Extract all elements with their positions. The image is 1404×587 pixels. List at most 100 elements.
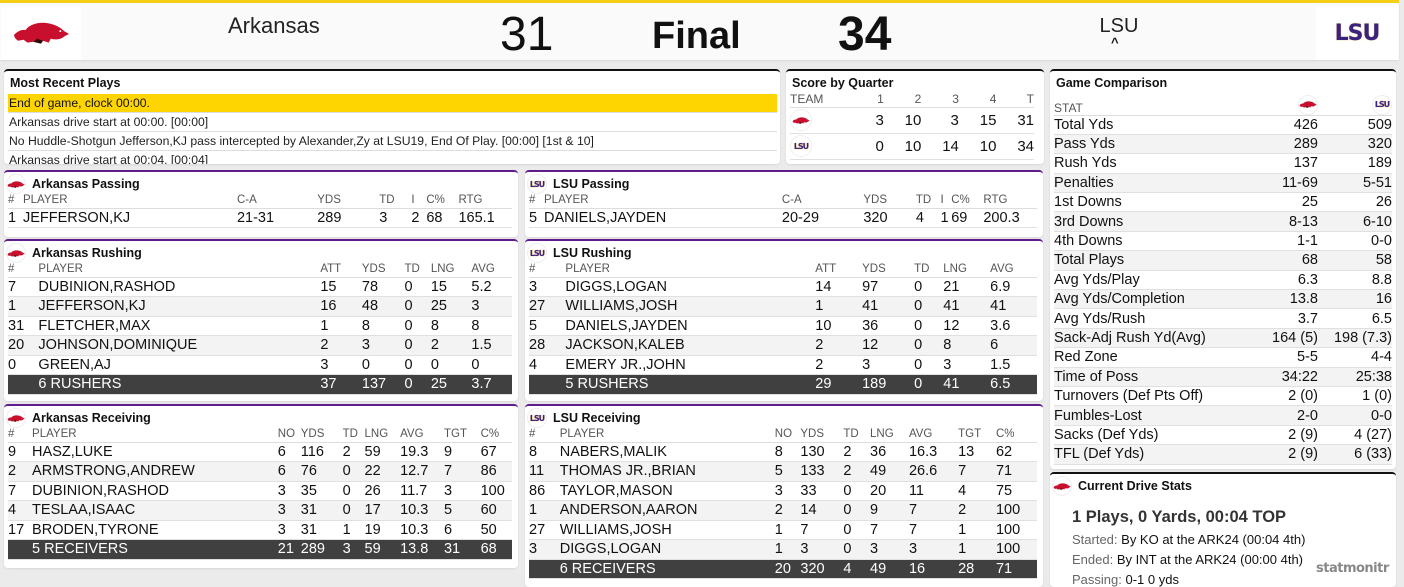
- stat-cell: 0: [914, 316, 944, 336]
- col-header: TGT: [958, 426, 996, 443]
- stat-cell: 9: [8, 442, 33, 462]
- lsu-value: 4 (27): [1318, 425, 1392, 446]
- stats-table: # PLAYER ATT YDS TD LNG AVG 7 DUBINION,RASHOD 15 7…: [8, 261, 512, 395]
- col-header: YDS: [863, 192, 916, 209]
- stat-cell: 69: [951, 208, 984, 228]
- quarter-score: 10: [883, 107, 922, 134]
- lsu-value: 6.5: [1318, 308, 1392, 329]
- col-header: ATT: [320, 261, 362, 278]
- away-team-score: 31: [500, 8, 554, 61]
- stat-cell: 0: [404, 277, 431, 297]
- comparison-row: Pass Yds 289 320: [1054, 134, 1392, 155]
- razorback-icon: [6, 408, 26, 428]
- arkansas-value: 6.3: [1228, 270, 1318, 291]
- stat-cell: GREEN,AJ: [38, 355, 321, 375]
- stat-cell: 116: [300, 442, 343, 462]
- stat-cell: 68: [426, 208, 459, 228]
- panel-title: LSU Passing: [553, 177, 630, 191]
- col-header: YDS: [800, 426, 844, 443]
- total-cell: 16: [908, 559, 959, 579]
- col-header: #: [8, 426, 33, 443]
- panel-title: Current Drive Stats: [1078, 479, 1192, 493]
- table-row: 5 DANIELS,JAYDEN 10 36 0 12 3.6: [529, 316, 1037, 336]
- lsu-value: 25:38: [1318, 367, 1392, 387]
- stat-cell: 20: [870, 481, 909, 501]
- stat-cell: 1: [8, 208, 23, 228]
- table-row: 1 ANDERSON,AARON 2 14 0 9 7 2 100: [529, 500, 1037, 521]
- arkansas-value: 2 (9): [1228, 444, 1318, 465]
- col-header: YDS: [317, 192, 380, 209]
- col-header: YDS: [862, 261, 915, 278]
- stat-cell: 1: [774, 520, 801, 540]
- stat-cell: 5: [529, 316, 566, 336]
- col-header: #: [529, 261, 566, 278]
- stat-cell: 2: [430, 335, 472, 356]
- stat-cell: DUBINION,RASHOD: [32, 481, 278, 501]
- col-header: LNG: [870, 426, 909, 443]
- stat-cell: 200.3: [983, 208, 1037, 228]
- lsu-value: 198 (7.3): [1318, 328, 1392, 349]
- col-header: TD: [915, 192, 941, 209]
- total-cell: 6 RUSHERS: [38, 374, 321, 395]
- table-row: 2 ARMSTRONG,ANDREW 6 76 0 22 12.7 7 86: [8, 461, 512, 482]
- stat-cell: 1: [774, 539, 801, 560]
- stat-cell: 6: [990, 335, 1037, 356]
- stat-cell: 9: [870, 500, 909, 521]
- stat-cell: 7: [8, 481, 33, 501]
- arkansas-value: 164 (5): [1228, 328, 1318, 349]
- col-header: TD: [914, 261, 944, 278]
- table-row: 28 JACKSON,KALEB 2 12 0 8 6: [529, 335, 1037, 356]
- stat-label: Avg Yds/Completion: [1054, 289, 1228, 310]
- stat-cell: 78: [361, 277, 405, 297]
- stat-label: 1st Downs: [1054, 192, 1228, 213]
- col-header: RTG: [458, 192, 512, 209]
- col-header: #: [529, 192, 544, 209]
- table-row: 1 JEFFERSON,KJ 16 48 0 25 3: [8, 296, 512, 317]
- stat-cell: 20-29: [781, 208, 864, 228]
- stat-cell: 9: [443, 442, 481, 462]
- stat-cell: 11: [908, 481, 959, 501]
- col-header: PLAYER: [32, 426, 278, 443]
- col-header: AVG: [471, 261, 512, 278]
- arkansas-value: 68: [1228, 250, 1318, 271]
- total-cell: 137: [361, 374, 405, 395]
- stat-cell: 1: [815, 296, 863, 317]
- total-cell: 59: [364, 539, 401, 560]
- stat-cell: DUBINION,RASHOD: [38, 277, 321, 297]
- stat-label: TFL (Def Yds): [1054, 444, 1228, 465]
- stat-cell: 86: [529, 481, 560, 501]
- total-cell: 49: [870, 559, 909, 579]
- stat-cell: EMERY JR.,JOHN: [565, 355, 816, 375]
- stat-cell: 21: [943, 277, 991, 297]
- table-row: 4 TESLAA,ISAAC 3 31 0 17 10.3 5 60: [8, 500, 512, 521]
- col-header-stat: STAT: [1054, 91, 1228, 116]
- stat-cell: DIGGS,LOGAN: [565, 277, 816, 297]
- stat-cell: 7: [443, 461, 481, 482]
- stat-cell: 8: [361, 316, 405, 336]
- stat-cell: 4: [8, 500, 33, 521]
- stat-cell: 41: [862, 296, 915, 317]
- lsu-value: 0-0: [1318, 231, 1392, 252]
- table-row: 3 DIGGS,LOGAN 14 97 0 21 6.9: [529, 277, 1037, 297]
- table-row: 7 DUBINION,RASHOD 3 35 0 26 11.7 3 100: [8, 481, 512, 501]
- stat-cell: 165.1: [458, 208, 512, 228]
- stat-cell: 0: [342, 461, 365, 482]
- quarter-score: 14: [921, 133, 959, 160]
- comparison-row: Turnovers (Def Pts Off) 2 (0) 1 (0): [1054, 386, 1392, 407]
- arkansas-value: 2 (9): [1228, 425, 1318, 446]
- stat-cell: DANIELS,JAYDEN: [565, 316, 816, 336]
- stat-cell: 6: [277, 461, 301, 482]
- col-header: #: [8, 261, 39, 278]
- lsu-receiving-panel: LSU LSU Receiving # PLAYER NO YDS TD LNG AVG TGT C…: [525, 404, 1043, 587]
- stat-cell: ANDERSON,AARON: [559, 500, 775, 521]
- stat-cell: 17: [8, 520, 33, 540]
- most-recent-plays-panel: Most Recent Plays End of game, clock 00:…: [4, 69, 780, 164]
- table-row: 27 WILLIAMS,JOSH 1 41 0 41 41: [529, 296, 1037, 317]
- razorback-icon: [12, 19, 70, 47]
- arkansas-value: 34:22: [1228, 367, 1318, 387]
- stat-cell: 1: [529, 500, 560, 521]
- stat-label: Pass Yds: [1054, 134, 1228, 155]
- lsu-icon: LSU: [1372, 94, 1392, 115]
- lsu-value: 26: [1318, 192, 1392, 213]
- stat-cell: 86: [480, 461, 512, 482]
